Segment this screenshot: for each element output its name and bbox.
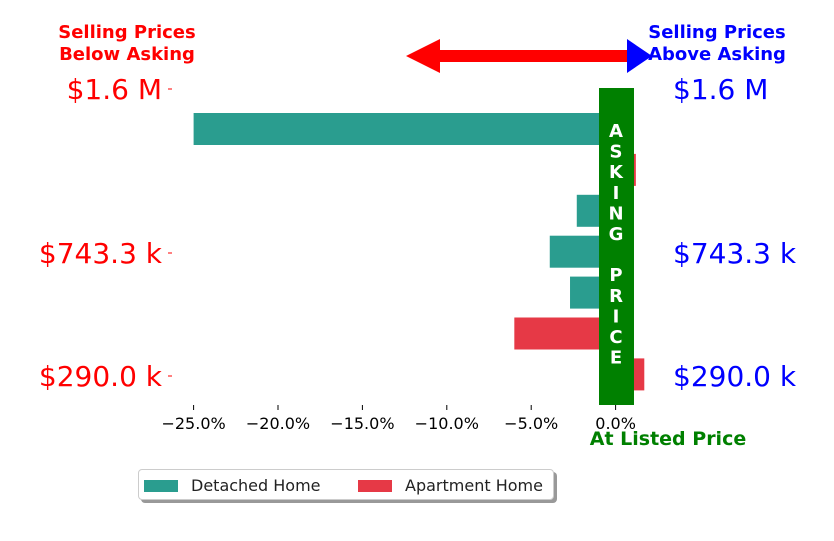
x-tick-label: −10.0% (415, 414, 479, 433)
direction-arrow (406, 39, 652, 73)
price-tick-right: $290.0 k (673, 360, 797, 393)
legend-swatch-apartment (358, 479, 392, 492)
header-above-line-1: Selling Prices (648, 22, 785, 43)
x-tick-label: 0.0% (595, 414, 636, 433)
x-tick-label: −5.0% (504, 414, 558, 433)
asking-letter: G (609, 224, 624, 245)
x-tick-label: −15.0% (330, 414, 394, 433)
header-above-line-2: Above Asking (648, 44, 786, 65)
price-tick-right: $743.3 k (673, 237, 797, 270)
bar-detached-0 (193, 113, 616, 145)
legend-item-detached: Detached Home (144, 476, 321, 495)
asking-price-band (599, 88, 634, 405)
x-tick-label: −25.0% (161, 414, 225, 433)
legend-item-apartment: Apartment Home (358, 476, 543, 495)
price-tick-left: $1.6 M (67, 73, 162, 106)
arrow-left-head (406, 39, 627, 73)
price-tick-left: $743.3 k (39, 237, 163, 270)
header-below-line-1: Selling Prices (58, 22, 195, 43)
header-below-line-2: Below Asking (59, 44, 195, 65)
asking-letter: I (613, 183, 620, 204)
asking-letter: P (609, 265, 622, 286)
price-tick-left: $290.0 k (39, 360, 163, 393)
asking-letter: C (609, 327, 622, 348)
asking-letter: R (609, 286, 623, 307)
asking-letter: N (608, 203, 623, 224)
asking-letter: K (609, 162, 624, 183)
legend-label-apartment: Apartment Home (405, 476, 543, 495)
x-axis-label: At Listed Price (590, 428, 746, 450)
legend-label-detached: Detached Home (191, 476, 321, 495)
legend: Detached Home Apartment Home (138, 469, 554, 500)
bar-apartment-5 (514, 317, 616, 350)
asking-letter: A (609, 121, 623, 142)
price-tick-right: $1.6 M (673, 73, 768, 106)
x-tick-label: −20.0% (246, 414, 310, 433)
asking-letter: E (610, 348, 622, 369)
asking-letter: S (610, 142, 623, 163)
legend-swatch-detached (144, 479, 178, 492)
asking-letter: I (613, 306, 620, 327)
